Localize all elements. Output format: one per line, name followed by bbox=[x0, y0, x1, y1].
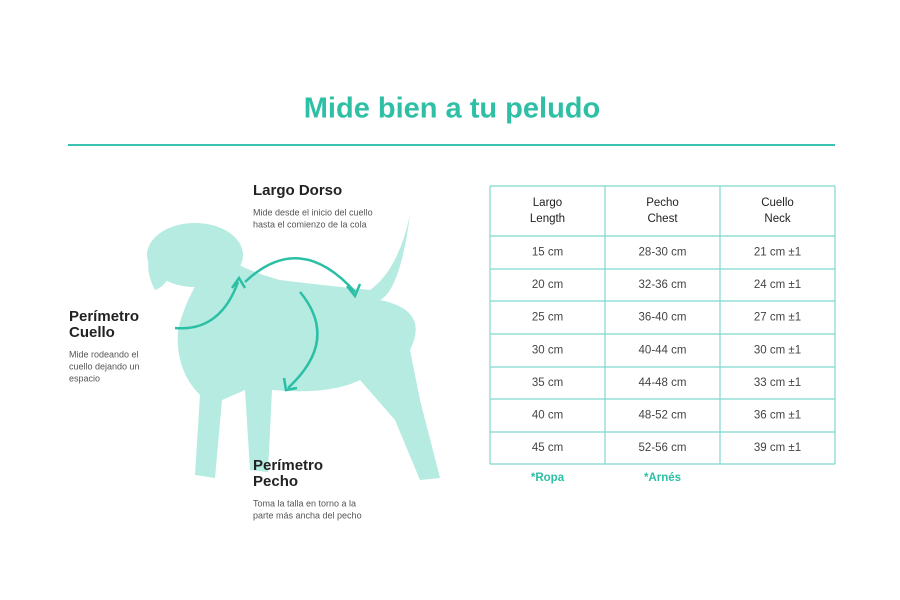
table-cell: 25 cm bbox=[532, 312, 563, 324]
label-desc: Toma la talla en torno a la bbox=[253, 498, 356, 508]
table-cell: 44-48 cm bbox=[639, 377, 687, 389]
table-cell: 30 cm ±1 bbox=[754, 345, 801, 357]
label-desc: Mide desde el inicio del cuello bbox=[253, 207, 373, 217]
arrows bbox=[174, 257, 362, 392]
header-cell: Neck bbox=[764, 213, 790, 225]
table-cell: 45 cm bbox=[532, 442, 563, 454]
table-cell: 40-44 cm bbox=[639, 345, 687, 357]
table-cell: 39 cm ±1 bbox=[754, 442, 801, 454]
table-cell: 52-56 cm bbox=[639, 442, 687, 454]
header-cell: Cuello bbox=[761, 197, 794, 209]
header-cell: Pecho bbox=[646, 197, 679, 209]
label-desc: hasta el comienzo de la cola bbox=[253, 219, 367, 229]
label-title: Largo Dorso bbox=[253, 182, 342, 199]
label-title: Cuello bbox=[69, 324, 115, 341]
table-cell: 32-36 cm bbox=[639, 279, 687, 291]
table-cell: 36 cm ±1 bbox=[754, 410, 801, 422]
table-cell: 28-30 cm bbox=[639, 247, 687, 259]
table-cell: 24 cm ±1 bbox=[754, 279, 801, 291]
table-cell: 15 cm bbox=[532, 247, 563, 259]
title: Mide bien a tu peludo bbox=[304, 93, 600, 125]
table-cell: 21 cm ±1 bbox=[754, 247, 801, 259]
label-desc: Mide rodeando el bbox=[69, 349, 139, 359]
label-desc: parte más ancha del pecho bbox=[253, 510, 362, 520]
header-cell: Length bbox=[530, 213, 565, 225]
table-cell: 36-40 cm bbox=[639, 312, 687, 324]
table-cell: 20 cm bbox=[532, 279, 563, 291]
table-cell: 40 cm bbox=[532, 410, 563, 422]
dog-silhouette bbox=[147, 215, 440, 480]
header-cell: Largo bbox=[533, 197, 562, 209]
table-cell: 35 cm bbox=[532, 377, 563, 389]
table-cell: 27 cm ±1 bbox=[754, 312, 801, 324]
label-desc: cuello dejando un bbox=[69, 361, 140, 371]
label-title: Pecho bbox=[253, 473, 298, 490]
table-cell: 30 cm bbox=[532, 345, 563, 357]
note: *Ropa bbox=[531, 472, 565, 484]
label-desc: espacio bbox=[69, 373, 100, 383]
table-cell: 33 cm ±1 bbox=[754, 377, 801, 389]
note: *Arnés bbox=[644, 472, 681, 484]
label-title: Perímetro bbox=[69, 308, 139, 325]
label-title: Perímetro bbox=[253, 457, 323, 474]
table-cell: 48-52 cm bbox=[639, 410, 687, 422]
header-cell: Chest bbox=[647, 213, 678, 225]
